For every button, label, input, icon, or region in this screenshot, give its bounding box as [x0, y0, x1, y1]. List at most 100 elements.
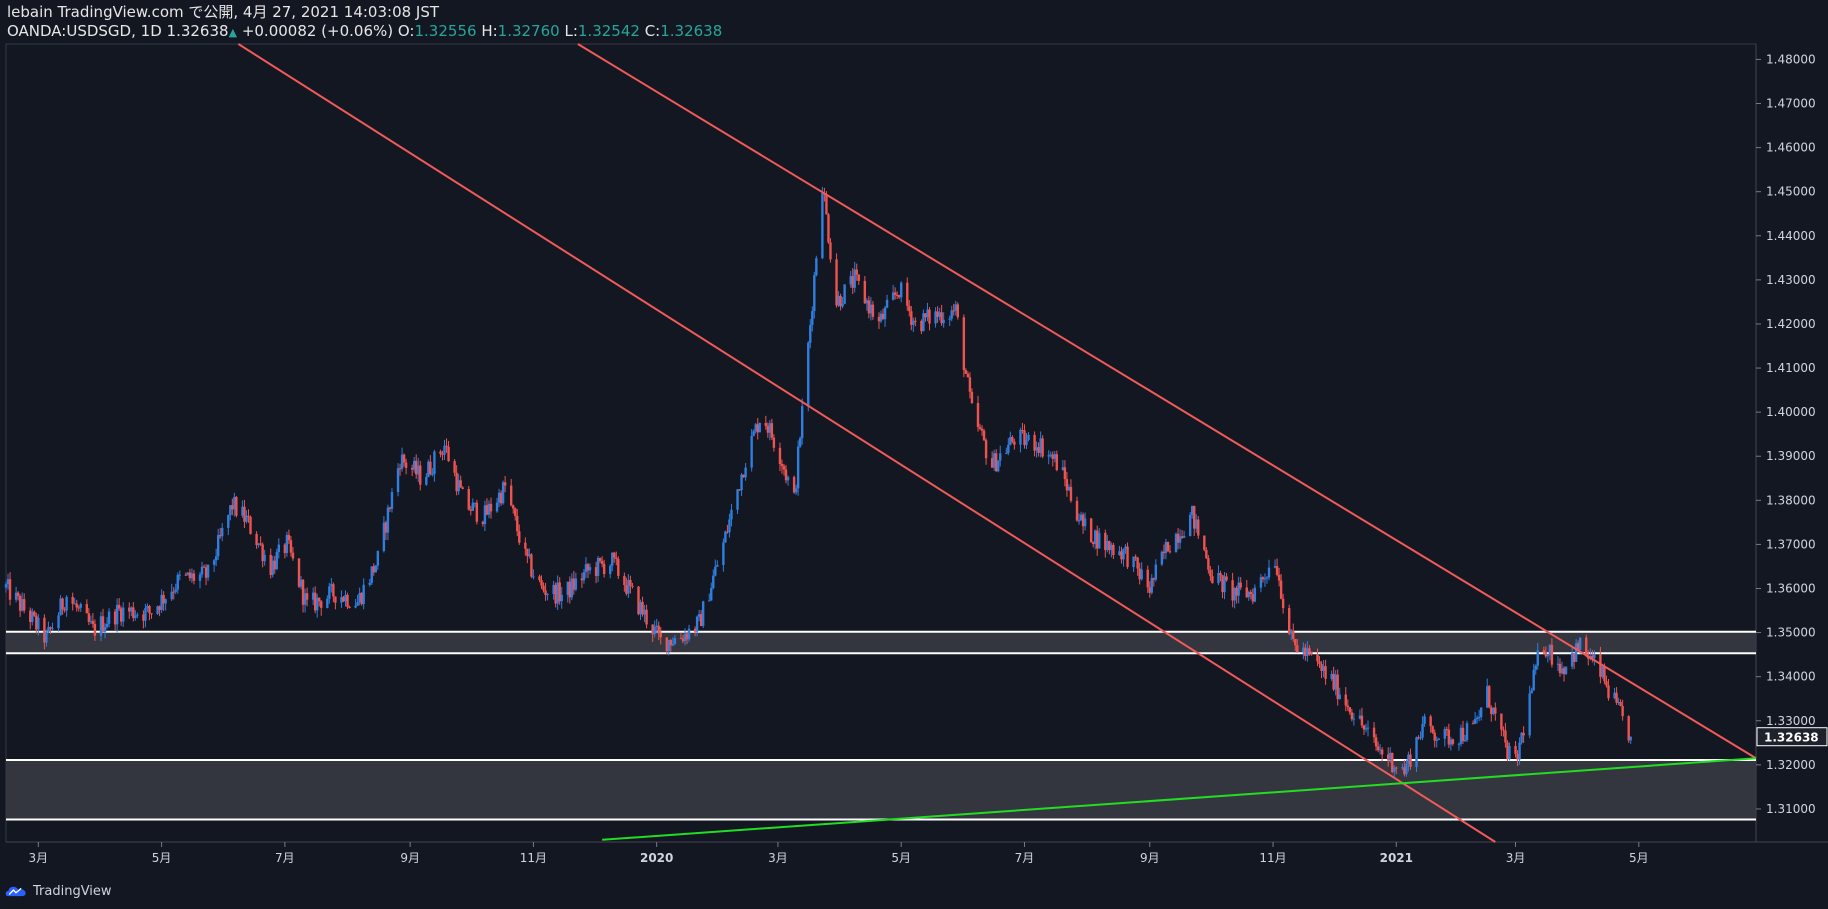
candle-up	[1352, 718, 1356, 720]
candle-up	[277, 544, 281, 553]
candle-up	[938, 312, 941, 317]
candle-up	[79, 604, 82, 608]
candle-down	[489, 503, 493, 512]
support-resistance-zones	[6, 630, 1756, 821]
price-tick-label: 1.42000	[1766, 317, 1816, 331]
tradingview-brand[interactable]: TradingView	[5, 879, 112, 903]
candle-up	[687, 628, 691, 640]
candle-up	[1435, 740, 1438, 742]
candle-down	[514, 508, 517, 516]
candle-down	[641, 601, 644, 615]
candle-down	[1081, 514, 1085, 527]
candle-up	[922, 313, 925, 332]
candle-down	[475, 502, 479, 522]
candle-down	[22, 599, 26, 611]
candle-down	[1162, 551, 1166, 554]
upper-channel-trendline	[577, 43, 1757, 760]
trendline-drawings[interactable]	[237, 43, 1757, 843]
last-price-marker	[1756, 727, 1828, 747]
candle-up	[566, 581, 569, 595]
candle-down	[1344, 694, 1347, 706]
candle-up	[556, 582, 559, 604]
time-tick-label: 7月	[1015, 851, 1035, 865]
open-value: 1.32556	[414, 22, 477, 40]
candle-down	[851, 276, 854, 288]
candle-down	[1108, 540, 1111, 551]
candle-up	[299, 579, 303, 587]
price-axis[interactable]: 1.31000 1.32000 1.33000 1.34000 1.35000 1.360…	[1756, 52, 1828, 816]
candle-down	[645, 609, 648, 625]
candle-up	[431, 474, 434, 476]
candle-down	[402, 454, 406, 463]
candle-up	[588, 567, 592, 571]
candle-up	[1518, 742, 1521, 760]
candle-down	[1245, 587, 1248, 598]
candle-down	[261, 544, 264, 562]
price-change: +0.00082 (+0.06%)	[241, 22, 394, 40]
candle-down	[1294, 638, 1297, 646]
candle-down	[172, 591, 175, 593]
candle-down	[1490, 707, 1493, 714]
candle-down	[87, 613, 91, 622]
candle-up	[1617, 702, 1620, 704]
candle-up	[708, 600, 711, 602]
symbol-label[interactable]: OANDA:USDSGD, 1D	[7, 22, 162, 40]
tradingview-logo-icon	[5, 886, 26, 897]
price-tick-label: 1.33000	[1766, 714, 1816, 728]
candle-up	[1150, 577, 1153, 593]
candle-down	[429, 461, 432, 475]
candle-up	[786, 477, 790, 481]
candle-down	[219, 535, 222, 537]
candle-down	[441, 453, 444, 455]
chart-legend: lebain TradingView.com で公開, 4月 27, 2021 …	[7, 3, 722, 42]
candle-up	[1007, 444, 1010, 453]
low-label: L:	[564, 22, 578, 40]
time-tick-label: 3月	[29, 851, 49, 865]
candle-down	[342, 597, 345, 602]
candle-down	[669, 640, 673, 646]
candle-down	[289, 540, 293, 553]
candle-down	[119, 608, 123, 622]
candle-down	[1494, 707, 1497, 714]
candle-up	[552, 584, 555, 595]
candle-up	[1486, 686, 1489, 708]
candle-down	[962, 317, 966, 371]
candle-down	[404, 462, 408, 468]
time-axis[interactable]: 3月 5月 7月 9月 11月 2020 3月 5月 7月 9月 11月 2021 3月 5月	[29, 842, 1649, 865]
candle-down	[1148, 587, 1151, 593]
candle-down	[1488, 686, 1491, 708]
candle-up	[316, 597, 319, 611]
candle-up	[1106, 540, 1109, 551]
candle-down	[1429, 716, 1432, 727]
candle-down	[679, 638, 683, 640]
candle-down	[526, 548, 529, 557]
candle-down	[924, 313, 927, 318]
candle-down	[613, 552, 616, 558]
candle-down	[544, 590, 547, 596]
candle-up	[1067, 486, 1071, 491]
price-tick-label: 1.46000	[1766, 141, 1816, 155]
candle-up	[1306, 648, 1309, 656]
candle-down	[1221, 575, 1224, 593]
candle-down	[1380, 749, 1384, 755]
candle-down	[1619, 702, 1622, 707]
candle-up	[1479, 707, 1483, 717]
candle-down	[1089, 518, 1093, 543]
candle-up	[1405, 763, 1408, 775]
candle-up	[1560, 668, 1564, 674]
candle-up	[136, 614, 139, 616]
candle-down	[625, 585, 628, 594]
candle-down	[1360, 715, 1364, 726]
candle-down	[388, 507, 392, 509]
candle-down	[287, 534, 291, 541]
candle-up	[900, 282, 903, 298]
candle-up	[6, 579, 10, 585]
price-tick-label: 1.44000	[1766, 229, 1816, 243]
candle-down	[318, 597, 321, 602]
candle-down	[469, 509, 472, 511]
candle-up	[497, 492, 501, 503]
candle-down	[158, 606, 161, 611]
candle-up	[1124, 546, 1127, 549]
candle-down	[1037, 447, 1040, 453]
